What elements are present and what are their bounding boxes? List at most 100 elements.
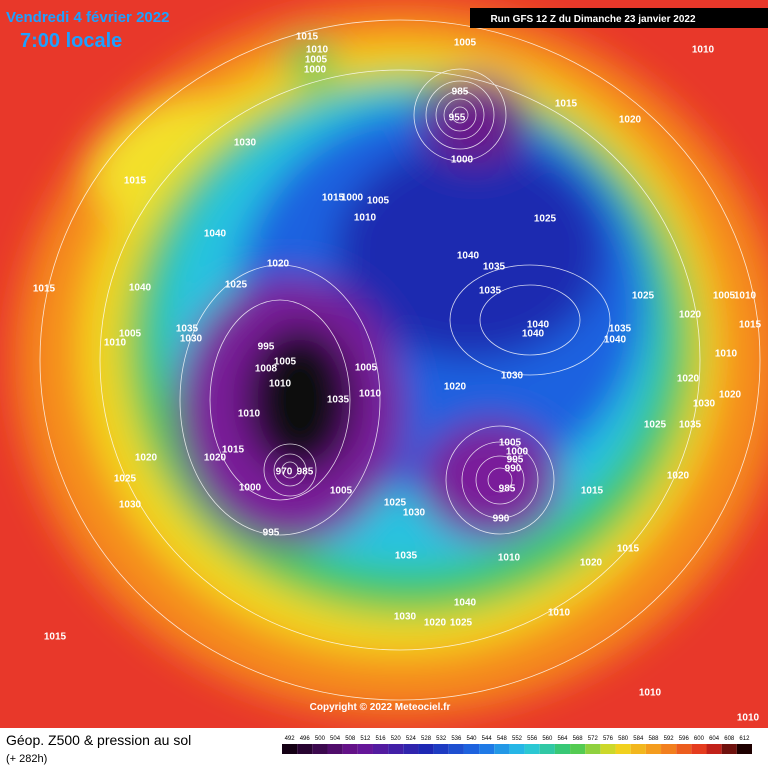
- colorbar-swatch: [509, 744, 525, 754]
- pressure-label: 985: [297, 467, 314, 478]
- pressure-label: 1010: [715, 349, 738, 360]
- colorbar-swatch: [645, 744, 662, 754]
- pressure-label: 1015: [44, 632, 67, 643]
- colorbar-tick-label: 536: [451, 736, 462, 742]
- colorbar-tick-label: 564: [557, 736, 568, 742]
- pressure-label: 995: [507, 455, 524, 466]
- pressure-label: 1015: [296, 32, 319, 43]
- pressure-label: 1025: [632, 291, 655, 302]
- pressure-label: 1020: [580, 558, 603, 569]
- pressure-label: 1000: [304, 65, 327, 76]
- pressure-label: 1035: [479, 286, 502, 297]
- colorbar-swatch: [418, 744, 434, 754]
- pressure-label: 1015: [555, 99, 578, 110]
- pressure-label: 995: [263, 528, 280, 539]
- pressure-label: 970: [276, 467, 293, 478]
- pressure-label: 1000: [341, 193, 364, 204]
- pressure-label: 1015: [322, 193, 345, 204]
- pressure-label: 1010: [737, 713, 760, 724]
- pressure-label: 1005: [454, 38, 477, 49]
- pressure-label: 1010: [104, 338, 127, 349]
- pressure-label: 1020: [135, 453, 158, 464]
- pressure-label: 1015: [617, 544, 640, 555]
- pressure-label: 1005: [305, 55, 328, 66]
- pressure-label: 1010: [639, 688, 662, 699]
- pressure-label: 1035: [609, 324, 632, 335]
- pressure-label: 1005: [119, 329, 142, 340]
- pressure-label: 1005: [367, 196, 390, 207]
- colorbar-swatch: [282, 744, 298, 754]
- pressure-label: 1005: [274, 357, 297, 368]
- pressure-label: 1035: [176, 324, 199, 335]
- pressure-label: 990: [505, 464, 522, 475]
- colorbar-tick-label: 572: [588, 736, 599, 742]
- pressure-label: 1035: [679, 420, 702, 431]
- colorbar-swatch: [585, 744, 601, 754]
- colorbar-tick-label: 612: [739, 736, 750, 742]
- colorbar-swatch: [721, 744, 737, 754]
- colorbar-swatch: [570, 744, 586, 754]
- pressure-labels: 1015100510101010100510009859551015102010…: [33, 32, 762, 724]
- colorbar-swatch: [297, 744, 313, 754]
- colorbar-swatch: [327, 744, 343, 754]
- pressure-label: 1040: [454, 598, 477, 609]
- colorbar-tick-label: 528: [421, 736, 432, 742]
- pressure-label: 985: [499, 484, 516, 495]
- colorbar-tick-label: 596: [679, 736, 690, 742]
- pressure-label: 985: [452, 87, 469, 98]
- colorbar-tick-label: 524: [406, 736, 417, 742]
- colorbar-tick-label: 492: [285, 736, 296, 742]
- run-box: [470, 8, 768, 28]
- colorbar-swatch: [600, 744, 616, 754]
- pressure-label: 1015: [124, 176, 147, 187]
- colorbar-swatch: [357, 744, 373, 754]
- time: 7:00 locale: [20, 30, 122, 52]
- colorbar-tick-label: 584: [633, 736, 644, 742]
- pressure-label: 1020: [444, 382, 467, 393]
- colorbar-tick-label: 600: [694, 736, 705, 742]
- colorbar-tick-label: 592: [664, 736, 675, 742]
- colorbar-swatch: [615, 744, 631, 754]
- pressure-label: 1040: [457, 251, 480, 262]
- forecast-hour: (+ 282h): [6, 753, 47, 765]
- colorbar-tick-label: 532: [436, 736, 447, 742]
- pressure-label: 1010: [359, 389, 382, 400]
- pressure-label: 1040: [604, 335, 627, 346]
- pressure-label: 955: [449, 113, 466, 124]
- pressure-label: 1020: [204, 453, 227, 464]
- colorbar-tick-label: 580: [618, 736, 629, 742]
- pressure-label: 1010: [734, 291, 757, 302]
- pressure-label: 1035: [395, 551, 418, 562]
- pressure-label: 1040: [527, 320, 550, 331]
- colorbar-swatch: [342, 744, 358, 754]
- pressure-label: 1040: [522, 329, 545, 340]
- colorbar-swatch: [494, 744, 510, 754]
- pressure-label: 1020: [619, 115, 642, 126]
- pressure-label: 1010: [238, 409, 261, 420]
- legend-title: Géop. Z500 & pression au sol: [6, 732, 191, 748]
- pressure-label: 1020: [677, 374, 700, 385]
- pressure-label: 1020: [267, 259, 290, 270]
- pressure-label: 1025: [644, 420, 667, 431]
- pressure-label: 1030: [394, 612, 417, 623]
- pressure-label: 1020: [667, 471, 690, 482]
- pressure-label: 1030: [693, 399, 716, 410]
- colorbar-tick-label: 496: [300, 736, 311, 742]
- colorbar-swatch: [706, 744, 722, 754]
- colorbar-tick-label: 504: [330, 736, 341, 742]
- colorbar-swatch: [403, 744, 419, 754]
- colorbar-tick-label: 576: [603, 736, 614, 742]
- pressure-label: 1025: [114, 474, 137, 485]
- pressure-label: 1005: [355, 363, 378, 374]
- pressure-label: 1040: [204, 229, 227, 240]
- pressure-label: 1015: [739, 320, 762, 331]
- colorbar-swatch: [630, 744, 646, 754]
- map-background: [0, 0, 768, 728]
- colorbar-tick-label: 604: [709, 736, 720, 742]
- pressure-label: 1010: [692, 45, 715, 56]
- colorbar-swatch: [691, 744, 707, 754]
- colorbar-tick-label: 508: [345, 736, 356, 742]
- pressure-label: 1015: [33, 284, 56, 295]
- colorbar-swatch: [312, 744, 328, 754]
